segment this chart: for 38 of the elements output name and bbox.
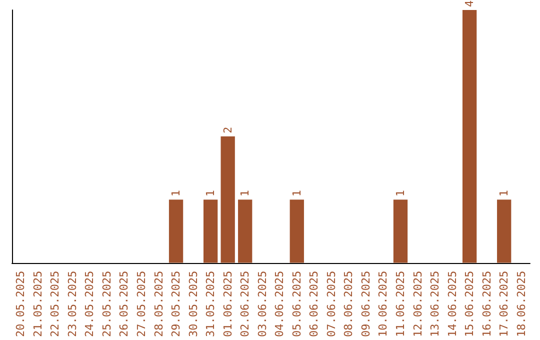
x-tick-label: 26.05.2025 <box>118 270 131 338</box>
x-tick-label: 06.06.2025 <box>308 270 321 338</box>
x-tick-label: 27.05.2025 <box>135 270 148 338</box>
x-tick-label: 13.06.2025 <box>428 270 442 338</box>
x-tick-label: 04.06.2025 <box>273 270 286 338</box>
x-tick-label: 21.05.2025 <box>31 270 44 338</box>
x-tick-label: 16.06.2025 <box>480 270 494 338</box>
data-label: 1 <box>238 190 252 197</box>
x-tick-label: 08.06.2025 <box>342 270 356 338</box>
x-tick-label: 11.06.2025 <box>394 270 407 338</box>
x-tick-label: 23.05.2025 <box>66 270 79 338</box>
data-label: 1 <box>290 190 304 197</box>
data-label: 1 <box>498 190 511 197</box>
x-tick-label: 09.06.2025 <box>359 270 372 338</box>
x-tick-label: 17.06.2025 <box>498 270 511 338</box>
data-label: 1 <box>170 190 183 197</box>
data-label: 4 <box>463 0 476 7</box>
x-tick-label: 02.06.2025 <box>238 270 252 338</box>
x-tick-label: 22.05.2025 <box>48 270 62 338</box>
x-tick-label: 24.05.2025 <box>83 270 96 338</box>
x-tick-label: 03.06.2025 <box>256 270 269 338</box>
x-tick-label: 12.06.2025 <box>411 270 424 338</box>
data-label: 2 <box>221 126 234 134</box>
x-tick-label: 07.06.2025 <box>324 270 338 338</box>
x-tick-label: 30.05.2025 <box>186 270 200 338</box>
x-tick-label: 20.05.2025 <box>14 270 28 338</box>
data-label: 1 <box>204 190 218 197</box>
x-tick-label: 18.06.2025 <box>514 270 528 338</box>
x-tick-label: 05.06.2025 <box>290 270 304 338</box>
x-tick-label: 25.05.2025 <box>100 270 114 338</box>
x-tick-label: 01.06.2025 <box>221 270 234 338</box>
x-tick-label: 29.05.2025 <box>170 270 183 338</box>
x-tick-label: 31.05.2025 <box>204 270 218 338</box>
data-label: 1 <box>394 190 407 197</box>
x-tick-label: 15.06.2025 <box>463 270 476 338</box>
x-tick-label: 28.05.2025 <box>152 270 166 338</box>
x-tick-label: 14.06.2025 <box>446 270 459 338</box>
x-tick-label: 10.06.2025 <box>376 270 390 338</box>
